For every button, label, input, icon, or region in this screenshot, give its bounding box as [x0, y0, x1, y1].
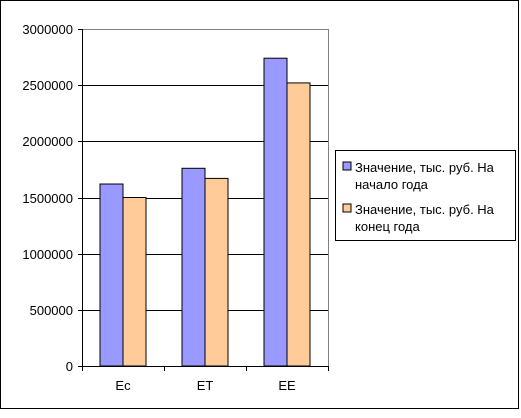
- bar-EE-series-1: [263, 57, 288, 367]
- y-tick-label: 3000000: [22, 22, 73, 37]
- legend-label: начало года: [355, 177, 429, 192]
- y-tick-label: 1000000: [22, 247, 73, 262]
- bar-Ec-series-2: [122, 197, 147, 367]
- y-tick-label: 0: [66, 359, 73, 374]
- y-tick-label: 2500000: [22, 78, 73, 93]
- x-tick-label: Ec: [115, 378, 131, 393]
- y-tick-label: 2000000: [22, 134, 73, 149]
- bar-EE-series-2: [286, 82, 311, 367]
- y-tick-label: 1500000: [22, 191, 73, 206]
- legend-label: конец года: [355, 219, 421, 234]
- legend-box: [335, 150, 516, 241]
- legend-swatch: [342, 161, 352, 171]
- legend-swatch: [342, 203, 352, 213]
- bar-ET-series-2: [204, 177, 229, 367]
- bar-Ec-series-1: [99, 183, 124, 367]
- y-tick-label: 500000: [30, 303, 73, 318]
- bar-ET-series-1: [181, 167, 206, 367]
- x-tick-label: ET: [197, 378, 214, 393]
- legend-label: Значение, тыс. руб. На: [355, 202, 495, 217]
- legend-label: Значение, тыс. руб. На: [355, 160, 495, 175]
- x-tick-label: EE: [278, 378, 296, 393]
